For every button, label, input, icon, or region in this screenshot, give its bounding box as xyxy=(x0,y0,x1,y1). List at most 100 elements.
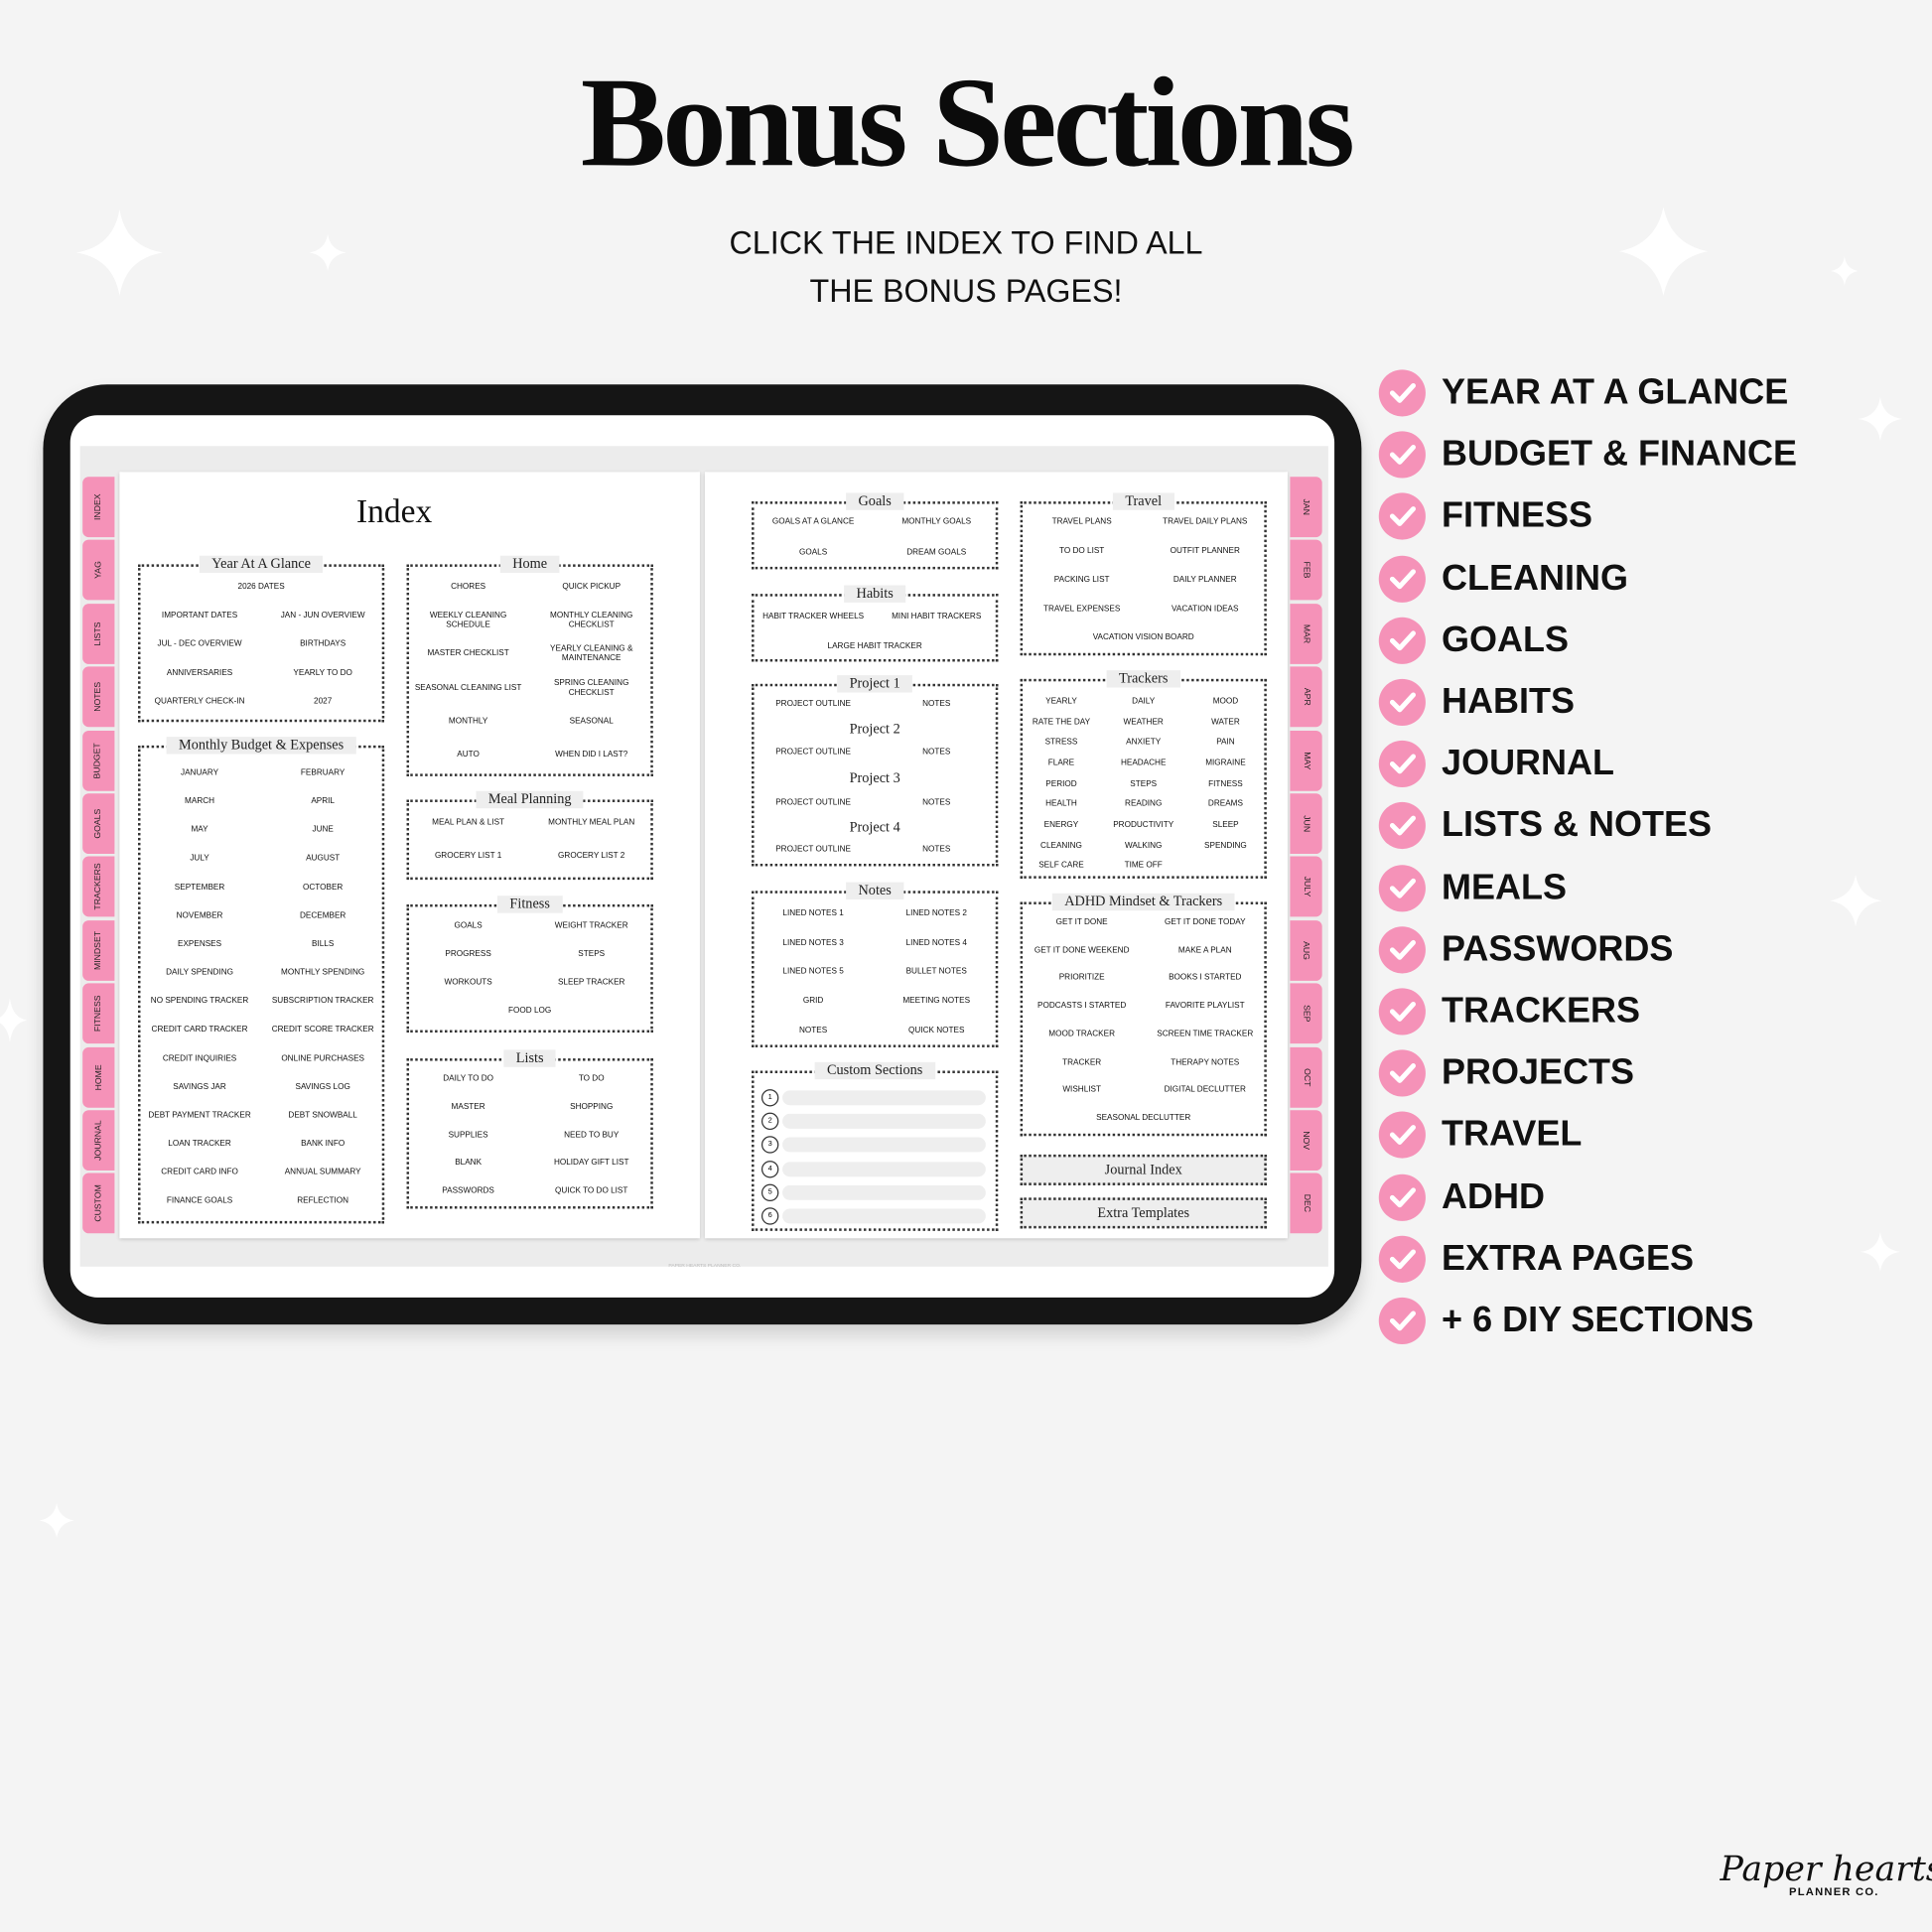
section-item[interactable]: BULLET NOTES xyxy=(905,967,967,977)
section-item[interactable]: SPENDING xyxy=(1204,841,1247,850)
section-item[interactable]: JULY xyxy=(190,854,209,864)
section-item[interactable]: MAY xyxy=(191,825,208,835)
section-item[interactable]: RATE THE DAY xyxy=(1032,718,1091,727)
section-item[interactable]: GET IT DONE WEEKEND xyxy=(1034,945,1130,955)
section-item[interactable]: MASTER xyxy=(451,1102,485,1112)
section-item[interactable]: CHORES xyxy=(451,583,486,592)
section-item[interactable]: NOTES xyxy=(922,748,951,758)
section-item[interactable]: SPRING CLEANING CHECKLIST xyxy=(553,678,629,697)
section-item[interactable]: STEPS xyxy=(1130,779,1158,788)
section-item[interactable]: PROGRESS xyxy=(445,949,491,959)
section-item[interactable]: NOVEMBER xyxy=(176,911,223,920)
section-item[interactable]: DECEMBER xyxy=(299,911,346,920)
section-item[interactable]: YEARLY xyxy=(1045,697,1077,707)
section-item[interactable]: VACATION IDEAS xyxy=(1172,604,1239,614)
section-item[interactable]: GOALS xyxy=(798,548,828,557)
section-item[interactable]: JANUARY xyxy=(181,768,219,778)
section-item[interactable]: BANK INFO xyxy=(301,1139,345,1149)
tab[interactable]: CUSTOM xyxy=(82,1173,115,1234)
section-item[interactable]: IMPORTANT DATES xyxy=(161,611,238,621)
tab[interactable]: NOTES xyxy=(82,666,115,728)
section-item[interactable]: STRESS xyxy=(1044,738,1078,748)
section-item[interactable]: PROJECT OUTLINE xyxy=(775,699,851,709)
section-item[interactable]: JUNE xyxy=(312,825,334,835)
tab[interactable]: OCT xyxy=(1290,1046,1322,1108)
section-item[interactable]: EXPENSES xyxy=(177,939,222,949)
tab[interactable]: SEP xyxy=(1290,983,1322,1044)
tab[interactable]: FEB xyxy=(1290,540,1322,601)
section-item[interactable]: MONTHLY SPENDING xyxy=(281,968,365,978)
section-item[interactable]: TRAVEL EXPENSES xyxy=(1042,604,1121,614)
section-item[interactable]: LINED NOTES 1 xyxy=(782,908,844,918)
section-item[interactable]: PROJECT OUTLINE xyxy=(775,748,851,758)
section-item[interactable]: MARCH xyxy=(185,797,215,806)
section-item[interactable]: JUL - DEC OVERVIEW xyxy=(157,639,242,649)
section-item[interactable]: NOTES xyxy=(799,1026,828,1035)
section-item[interactable]: ENERGY xyxy=(1043,820,1079,830)
section-item[interactable]: 2026 DATES xyxy=(237,583,285,592)
tab[interactable]: JOURNAL xyxy=(82,1110,115,1172)
tab[interactable]: JAN xyxy=(1290,477,1322,538)
section-item[interactable]: FLARE xyxy=(1047,759,1075,768)
section-item[interactable]: SAVINGS JAR xyxy=(173,1082,226,1092)
section-item[interactable]: TO DO LIST xyxy=(1058,546,1105,556)
custom-number[interactable]: 6 xyxy=(760,1207,779,1225)
section-item[interactable]: OCTOBER xyxy=(302,883,344,893)
section-item[interactable]: FINANCE GOALS xyxy=(166,1196,233,1206)
section-item[interactable]: CREDIT SCORE TRACKER xyxy=(271,1025,374,1035)
section-item[interactable]: GROCERY LIST 2 xyxy=(558,851,625,861)
section-item[interactable]: THERAPY NOTES xyxy=(1171,1057,1240,1067)
section-item[interactable]: HOLIDAY GIFT LIST xyxy=(553,1159,629,1168)
section-item[interactable]: WATER xyxy=(1211,718,1240,727)
section-item[interactable]: DREAMS xyxy=(1207,799,1243,809)
section-item[interactable]: FOOD LOG xyxy=(508,1006,552,1016)
section-item[interactable]: LINED NOTES 4 xyxy=(905,938,967,947)
section-item[interactable]: WHEN DID I LAST? xyxy=(555,750,628,759)
tab[interactable]: APR xyxy=(1290,666,1322,728)
tab[interactable]: MAY xyxy=(1290,730,1322,791)
section-item[interactable]: LINED NOTES 5 xyxy=(782,967,844,977)
section-item[interactable]: LOAN TRACKER xyxy=(168,1139,231,1149)
tab[interactable]: MAR xyxy=(1290,603,1322,664)
section-item[interactable]: PODCASTS I STARTED xyxy=(1037,1002,1127,1011)
section-item[interactable]: READING xyxy=(1125,799,1163,809)
custom-number[interactable]: 5 xyxy=(760,1183,779,1201)
tab[interactable]: AUG xyxy=(1290,919,1322,981)
section-button[interactable]: Extra Templates xyxy=(1020,1197,1267,1229)
section-item[interactable]: MONTHLY CLEANING CHECKLIST xyxy=(550,611,633,630)
section-item[interactable]: BIRTHDAYS xyxy=(300,639,346,649)
section-item[interactable]: DIGITAL DECLUTTER xyxy=(1164,1085,1246,1095)
section-item[interactable]: OUTFIT PLANNER xyxy=(1170,546,1240,556)
custom-number[interactable]: 1 xyxy=(760,1089,779,1107)
section-item[interactable]: DEBT SNOWBALL xyxy=(288,1111,357,1120)
section-item[interactable]: DREAM GOALS xyxy=(906,548,967,557)
section-item[interactable]: SLEEP TRACKER xyxy=(557,978,625,988)
section-item[interactable]: LARGE HABIT TRACKER xyxy=(827,641,922,651)
tab[interactable]: BUDGET xyxy=(82,730,115,791)
section-item[interactable]: CREDIT CARD INFO xyxy=(161,1168,238,1177)
tab[interactable]: INDEX xyxy=(82,477,115,538)
section-item[interactable]: GET IT DONE TODAY xyxy=(1164,917,1246,927)
section-item[interactable]: PAIN xyxy=(1216,738,1235,748)
section-item[interactable]: LINED NOTES 3 xyxy=(782,938,844,947)
section-item[interactable]: MONTHLY xyxy=(448,717,488,726)
section-item[interactable]: NO SPENDING TRACKER xyxy=(150,997,249,1006)
section-item[interactable]: SHOPPING xyxy=(570,1102,614,1112)
tab[interactable]: FITNESS xyxy=(82,983,115,1044)
section-item[interactable]: HABIT TRACKER WHEELS xyxy=(762,612,865,621)
section-item[interactable]: MIGRAINE xyxy=(1205,759,1246,768)
section-item[interactable]: APRIL xyxy=(311,797,335,806)
custom-number[interactable]: 4 xyxy=(760,1160,779,1177)
section-item[interactable]: PASSWORDS xyxy=(442,1186,494,1196)
section-item[interactable]: SUPPLIES xyxy=(448,1130,488,1140)
section-item[interactable]: ANXIETY xyxy=(1126,738,1162,748)
section-item[interactable]: MEAL PLAN & LIST xyxy=(432,818,505,827)
section-item[interactable]: MOOD TRACKER xyxy=(1048,1030,1115,1038)
section-item[interactable]: MONTHLY MEAL PLAN xyxy=(548,818,635,827)
section-item[interactable]: SELF CARE xyxy=(1038,861,1084,871)
section-item[interactable]: DAILY SPENDING xyxy=(166,968,234,978)
section-item[interactable]: NEED TO BUY xyxy=(564,1130,620,1140)
section-item[interactable]: WEIGHT TRACKER xyxy=(554,921,628,931)
section-item[interactable]: MASTER CHECKLIST xyxy=(427,649,509,659)
section-item[interactable]: SEASONAL CLEANING LIST xyxy=(414,683,522,692)
